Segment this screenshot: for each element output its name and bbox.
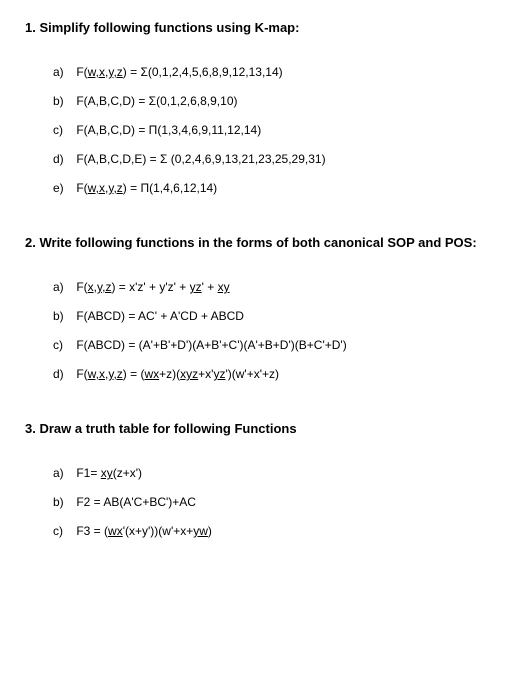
item-label: a) (53, 280, 73, 294)
item-text: F(w,x,y,z) = (wx+z)(xyz+x'yz')(w'+x'+z) (76, 367, 279, 381)
item-text: F(ABCD) = AC' + A'CD + ABCD (76, 309, 244, 323)
item-text: F(x,y,z) = x'z' + y'z' + yz' + xy (76, 280, 229, 294)
q3-title: Draw a truth table for following Functio… (39, 421, 296, 436)
q3-item-a: a) F1= xy(z+x') (53, 466, 502, 480)
q2-title: Write following functions in the forms o… (39, 235, 476, 250)
q1-number: 1. (25, 20, 36, 35)
q2-item-d: d) F(w,x,y,z) = (wx+z)(xyz+x'yz')(w'+x'+… (53, 367, 502, 381)
q1-items: a) F(w,x,y,z) = Σ(0,1,2,4,5,6,8,9,12,13,… (25, 65, 502, 195)
item-label: d) (53, 152, 73, 166)
q1-item-b: b) F(A,B,C,D) = Σ(0,1,2,6,8,9,10) (53, 94, 502, 108)
item-text: F3 = (wx'(x+y'))(w'+x+yw) (76, 524, 212, 538)
item-text: F(w,x,y,z) = Σ(0,1,2,4,5,6,8,9,12,13,14) (76, 65, 282, 79)
q3-number: 3. (25, 421, 36, 436)
q2-number: 2. (25, 235, 36, 250)
q1-item-d: d) F(A,B,C,D,E) = Σ (0,2,4,6,9,13,21,23,… (53, 152, 502, 166)
q1-title: Simplify following functions using K-map… (39, 20, 299, 35)
q3-item-c: c) F3 = (wx'(x+y'))(w'+x+yw) (53, 524, 502, 538)
item-label: c) (53, 123, 73, 137)
q3-items: a) F1= xy(z+x') b) F2 = AB(A'C+BC')+AC c… (25, 466, 502, 538)
item-label: c) (53, 524, 73, 538)
q2-item-b: b) F(ABCD) = AC' + A'CD + ABCD (53, 309, 502, 323)
item-text: F(ABCD) = (A'+B'+D')(A+B'+C')(A'+B+D')(B… (76, 338, 346, 352)
question-3: 3. Draw a truth table for following Func… (25, 421, 502, 538)
section-title-2: 2. Write following functions in the form… (25, 235, 502, 250)
item-text: F(A,B,C,D) = Π(1,3,4,6,9,11,12,14) (76, 123, 261, 137)
item-label: a) (53, 65, 73, 79)
item-text: F(A,B,C,D,E) = Σ (0,2,4,6,9,13,21,23,25,… (76, 152, 325, 166)
section-title-3: 3. Draw a truth table for following Func… (25, 421, 502, 436)
item-label: e) (53, 181, 73, 195)
item-label: c) (53, 338, 73, 352)
q2-items: a) F(x,y,z) = x'z' + y'z' + yz' + xy b) … (25, 280, 502, 381)
item-label: b) (53, 495, 73, 509)
q1-item-e: e) F(w,x,y,z) = Π(1,4,6,12,14) (53, 181, 502, 195)
q1-item-c: c) F(A,B,C,D) = Π(1,3,4,6,9,11,12,14) (53, 123, 502, 137)
item-label: d) (53, 367, 73, 381)
item-label: a) (53, 466, 73, 480)
item-label: b) (53, 94, 73, 108)
section-title-1: 1. Simplify following functions using K-… (25, 20, 502, 35)
item-label: b) (53, 309, 73, 323)
q1-item-a: a) F(w,x,y,z) = Σ(0,1,2,4,5,6,8,9,12,13,… (53, 65, 502, 79)
item-text: F(A,B,C,D) = Σ(0,1,2,6,8,9,10) (76, 94, 237, 108)
item-text: F1= xy(z+x') (76, 466, 142, 480)
item-text: F(w,x,y,z) = Π(1,4,6,12,14) (76, 181, 217, 195)
q3-item-b: b) F2 = AB(A'C+BC')+AC (53, 495, 502, 509)
item-text: F2 = AB(A'C+BC')+AC (76, 495, 196, 509)
question-1: 1. Simplify following functions using K-… (25, 20, 502, 195)
q2-item-c: c) F(ABCD) = (A'+B'+D')(A+B'+C')(A'+B+D'… (53, 338, 502, 352)
question-2: 2. Write following functions in the form… (25, 235, 502, 381)
q2-item-a: a) F(x,y,z) = x'z' + y'z' + yz' + xy (53, 280, 502, 294)
